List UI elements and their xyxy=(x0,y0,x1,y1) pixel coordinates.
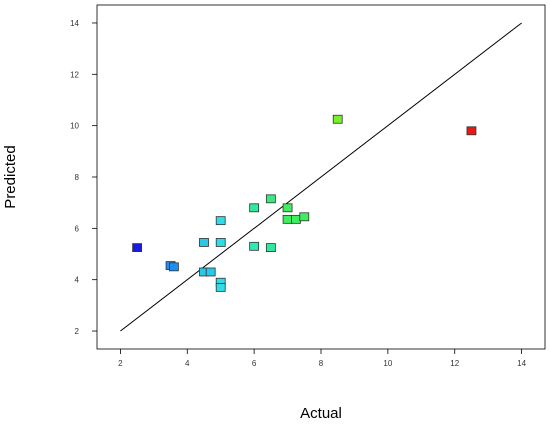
data-point xyxy=(291,214,301,224)
data-point xyxy=(265,194,276,204)
data-point xyxy=(215,282,226,292)
data-point xyxy=(282,214,293,224)
data-point xyxy=(205,267,216,277)
data-point xyxy=(199,238,209,247)
data-point xyxy=(168,262,179,272)
y-tick-label: 10 xyxy=(70,122,79,131)
data-point xyxy=(466,126,477,136)
y-tick-label: 12 xyxy=(70,70,79,79)
y-tick-label: 6 xyxy=(75,224,80,233)
y-tick-label: 8 xyxy=(75,173,80,182)
data-point xyxy=(282,203,293,213)
data-point xyxy=(249,241,260,251)
data-point xyxy=(332,114,343,124)
data-point xyxy=(215,216,226,226)
x-tick-label: 12 xyxy=(450,359,459,368)
data-point xyxy=(249,203,260,213)
y-axis-ticks: 2 4 6 8 10 12 14 xyxy=(70,19,97,336)
data-point xyxy=(132,243,143,252)
y-tick-label: 4 xyxy=(75,276,80,285)
x-axis-ticks: 2 4 6 8 10 12 14 xyxy=(118,349,527,368)
data-point xyxy=(299,212,310,222)
reference-line xyxy=(120,22,522,332)
data-point xyxy=(265,243,276,252)
data-points xyxy=(132,114,477,292)
x-tick-label: 14 xyxy=(517,359,526,368)
data-point xyxy=(215,238,226,247)
x-tick-label: 4 xyxy=(185,359,190,368)
y-tick-label: 2 xyxy=(75,327,80,336)
x-tick-label: 6 xyxy=(252,359,257,368)
x-axis-title: Actual xyxy=(300,405,342,422)
y-tick-label: 14 xyxy=(70,19,79,28)
x-tick-label: 2 xyxy=(118,359,123,368)
y-axis-title: Predicted xyxy=(2,145,19,208)
x-tick-label: 8 xyxy=(319,359,324,368)
x-tick-label: 10 xyxy=(383,359,392,368)
